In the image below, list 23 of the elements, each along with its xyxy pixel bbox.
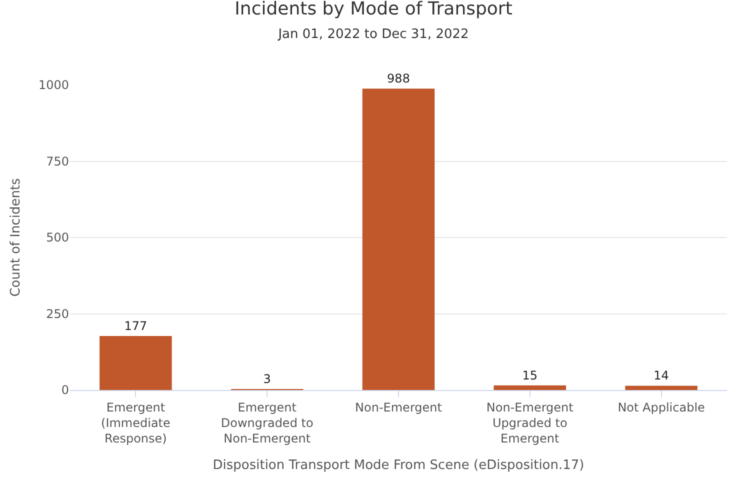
chart-subtitle: Jan 01, 2022 to Dec 31, 2022 — [277, 26, 469, 42]
bar — [362, 88, 435, 390]
y-tick-label: 1000 — [38, 78, 69, 92]
y-tick-label: 750 — [46, 154, 69, 168]
y-tick-label: 500 — [46, 230, 69, 245]
data-label: 3 — [263, 372, 271, 386]
x-axis-title: Disposition Transport Mode From Scene (eDisposition.17) — [212, 458, 584, 474]
bar — [100, 336, 172, 390]
chart-title: Incidents by Mode of Transport — [234, 0, 512, 20]
data-label: 14 — [654, 368, 669, 383]
y-tick-label: 0 — [61, 383, 69, 398]
x-tick-label: Non-Emergent Upgraded to Emergent — [486, 400, 574, 446]
x-tick-label: Non-Emergent — [355, 400, 442, 414]
x-tick-label: Not Applicable — [618, 400, 705, 414]
x-tick-label: Emergent Downgraded to Non-Emergent — [220, 400, 314, 446]
bar — [494, 385, 566, 390]
bar — [625, 386, 698, 390]
data-label: 15 — [522, 368, 538, 382]
y-axis-title: Count of Incidents — [8, 178, 24, 297]
data-label: 988 — [387, 72, 410, 86]
data-label: 177 — [124, 319, 148, 334]
y-tick-label: 250 — [46, 306, 69, 321]
x-tick-label: Emergent (Immediate Response) — [101, 400, 170, 446]
